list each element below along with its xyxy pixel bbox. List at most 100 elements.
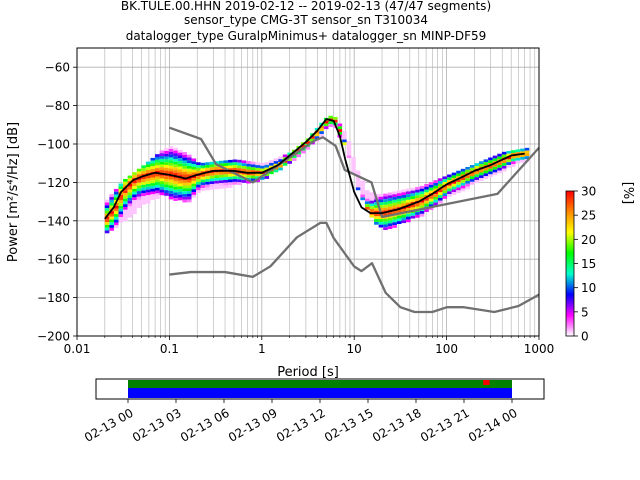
psd-histogram-cell [406, 199, 411, 203]
psd-histogram-cell [255, 176, 260, 180]
psd-histogram-cell [406, 208, 411, 212]
psd-histogram-cell [364, 206, 370, 210]
psd-histogram-cell [123, 206, 128, 210]
psd-histogram-cell [186, 154, 192, 158]
psd-histogram-cell [150, 194, 156, 198]
psd-histogram-cell [383, 224, 388, 228]
psd-histogram-cell [118, 203, 124, 206]
psd-histogram-cell [342, 142, 347, 146]
psd-histogram-cell [177, 149, 183, 153]
psd-histogram-cell [168, 154, 174, 158]
psd-histogram-cell [497, 164, 502, 168]
psd-histogram-cell [460, 188, 466, 192]
y-tick-label: −160 [37, 253, 70, 267]
psd-histogram-cell [182, 171, 187, 175]
psd-histogram-cell [164, 148, 169, 151]
psd-histogram-cell [182, 185, 187, 189]
psd-histogram-cell [205, 173, 210, 177]
psd-histogram-cell [287, 152, 292, 156]
psd-histogram-cell [501, 154, 507, 158]
timeline-tick-label: 02-13 15 [322, 406, 376, 445]
psd-histogram-cell [155, 182, 160, 185]
psd-histogram-cell [447, 174, 452, 178]
psd-histogram-cell [173, 150, 178, 154]
psd-histogram-cell [196, 167, 201, 171]
psd-histogram-cell [118, 205, 124, 209]
psd-histogram-cell [177, 161, 183, 164]
psd-histogram-cell [145, 189, 151, 193]
x-axis-label: Period [s] [277, 365, 339, 380]
psd-histogram-cell [127, 211, 133, 215]
psd-histogram-cell [141, 176, 146, 180]
psd-histogram-cell [168, 151, 174, 155]
psd-histogram-cell [159, 170, 165, 173]
psd-histogram-cell [159, 186, 165, 190]
psd-histogram-cell [314, 127, 320, 131]
psd-histogram-cell [437, 197, 443, 201]
psd-histogram-cell [497, 162, 502, 165]
psd-histogram-cell [150, 160, 156, 164]
psd-histogram-cell [214, 161, 219, 164]
psd-histogram-cell [118, 219, 124, 223]
psd-histogram-cell [159, 161, 165, 165]
psd-histogram-cell [113, 211, 119, 215]
psd-histogram-cell [406, 194, 411, 198]
psd-histogram-cell [136, 205, 142, 208]
psd-histogram-cell [488, 168, 493, 172]
psd-histogram-cell [118, 214, 124, 218]
psd-histogram-cell [474, 174, 480, 178]
psd-histogram-cell [433, 182, 438, 186]
psd-histogram-cell [228, 176, 233, 180]
psd-histogram-cell [282, 162, 288, 166]
psd-histogram-cell [410, 215, 416, 219]
psd-histogram-cell [214, 172, 219, 176]
psd-histogram-cell [104, 227, 110, 231]
psd-histogram-cell [355, 187, 361, 191]
psd-histogram-cell [351, 162, 356, 166]
psd-histogram-cell [228, 173, 233, 177]
psd-histogram-cell [296, 154, 302, 158]
psd-histogram-cell [118, 186, 124, 190]
psd-histogram-cell [228, 168, 233, 172]
psd-histogram-cell [191, 192, 197, 195]
psd-histogram-cell [173, 178, 178, 182]
psd-histogram-cell [113, 205, 119, 209]
psd-histogram-cell [419, 197, 425, 200]
psd-histogram-cell [182, 199, 187, 203]
psd-histogram-cell [127, 197, 133, 201]
psd-histogram-cell [497, 156, 502, 160]
psd-histogram-cell [406, 202, 411, 206]
psd-histogram-cell [501, 160, 507, 164]
psd-histogram-cell [337, 123, 343, 127]
psd-histogram-cell [278, 159, 283, 162]
psd-histogram-cell [177, 177, 183, 181]
psd-histogram-cell [237, 165, 242, 169]
y-tick-label: −200 [37, 330, 70, 344]
psd-histogram-cell [164, 190, 169, 193]
psd-histogram-cell [351, 156, 356, 160]
psd-histogram-cell [369, 192, 375, 196]
psd-histogram-cell [218, 185, 224, 189]
psd-histogram-cell [155, 187, 160, 191]
psd-histogram-cell [218, 174, 224, 178]
psd-histogram-cell [342, 131, 347, 134]
psd-histogram-cell [182, 188, 187, 192]
psd-histogram-cell [364, 198, 370, 202]
psd-histogram-cell [118, 197, 124, 201]
psd-histogram-cell [392, 197, 397, 200]
psd-histogram-cell [168, 193, 174, 197]
psd-histogram-cell [488, 171, 493, 175]
psd-histogram-cell [246, 175, 251, 178]
psd-histogram-cell [442, 176, 448, 180]
psd-histogram-cell [323, 120, 329, 124]
psd-histogram-cell [150, 169, 156, 172]
colorbar-gradient [565, 190, 575, 337]
psd-histogram-cell [483, 173, 489, 177]
psd-histogram-cell [145, 181, 151, 185]
psd-histogram-cell [351, 159, 356, 163]
colorbar-tick-label: 5 [581, 305, 589, 319]
psd-histogram-cell [186, 199, 192, 203]
psd-histogram-cell [351, 168, 356, 171]
psd-histogram-cell [383, 202, 388, 205]
psd-histogram-cell [255, 165, 260, 168]
